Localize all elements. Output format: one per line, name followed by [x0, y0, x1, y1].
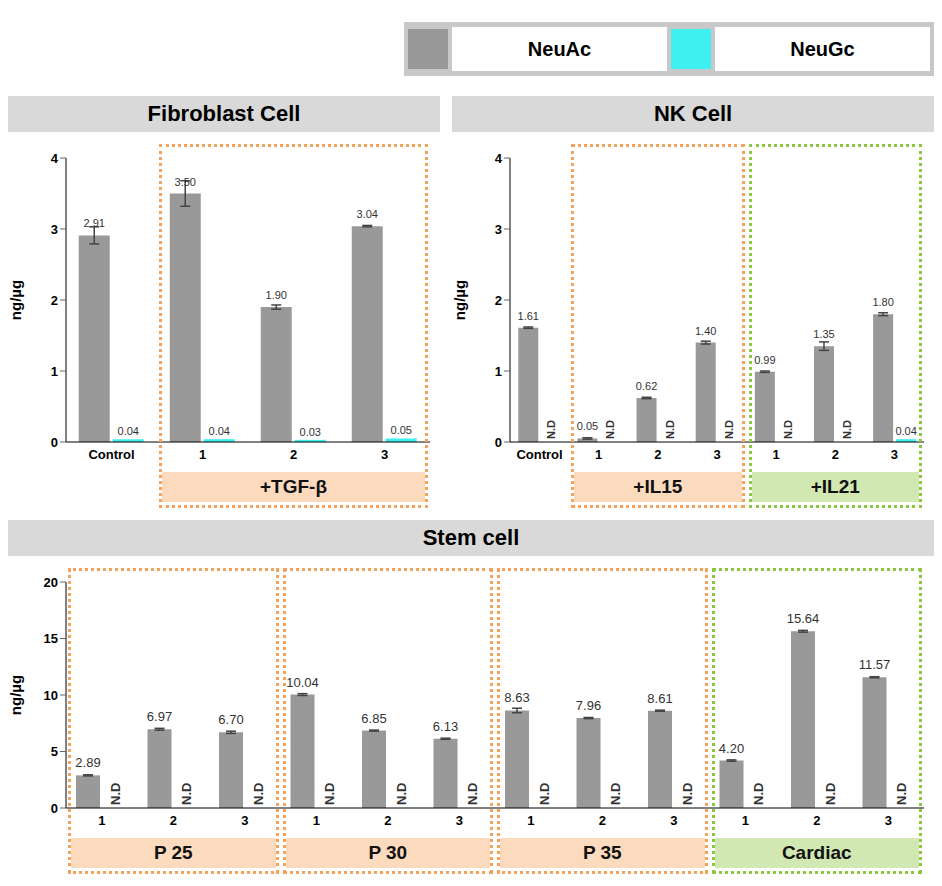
- svg-text:6.13: 6.13: [433, 719, 458, 734]
- svg-text:6.85: 6.85: [361, 711, 386, 726]
- svg-text:15.64: 15.64: [787, 611, 820, 626]
- svg-text:15: 15: [44, 631, 58, 646]
- svg-text:3: 3: [891, 447, 898, 462]
- svg-text:1.80: 1.80: [872, 296, 893, 308]
- svg-text:6.97: 6.97: [147, 709, 172, 724]
- svg-text:2: 2: [832, 447, 839, 462]
- svg-text:N.D: N.D: [251, 783, 266, 805]
- svg-text:2: 2: [599, 813, 606, 828]
- svg-text:1.40: 1.40: [695, 325, 716, 337]
- svg-text:3: 3: [713, 447, 720, 462]
- svg-text:5: 5: [51, 744, 58, 759]
- svg-text:7.96: 7.96: [576, 698, 601, 713]
- svg-text:N.D: N.D: [108, 783, 123, 805]
- svg-text:8.61: 8.61: [647, 691, 672, 706]
- svg-text:2.91: 2.91: [84, 217, 105, 229]
- svg-text:Control: Control: [88, 447, 134, 462]
- svg-text:N.D: N.D: [537, 783, 552, 805]
- svg-text:3.50: 3.50: [175, 176, 196, 188]
- svg-text:2: 2: [495, 293, 502, 308]
- svg-text:N.D: N.D: [604, 420, 616, 439]
- svg-text:3: 3: [670, 813, 677, 828]
- svg-text:3: 3: [241, 813, 248, 828]
- svg-text:1: 1: [313, 813, 320, 828]
- html-text:P 25: P 25: [153, 842, 193, 863]
- svg-text:N.D: N.D: [322, 783, 337, 805]
- svg-text:N.D: N.D: [823, 783, 838, 805]
- svg-text:4: 4: [495, 151, 503, 166]
- svg-text:2: 2: [51, 293, 58, 308]
- svg-text:6.70: 6.70: [218, 712, 243, 727]
- svg-text:N.D: N.D: [465, 783, 480, 805]
- html-text:NeuGc: NeuGc: [790, 37, 855, 60]
- svg-text:2: 2: [170, 813, 177, 828]
- svg-text:ng/µg: ng/µg: [452, 280, 468, 320]
- svg-text:Control: Control: [516, 447, 562, 462]
- svg-text:1: 1: [98, 813, 105, 828]
- html-text:NeuAc: NeuAc: [527, 37, 592, 60]
- svg-text:ng/µg: ng/µg: [8, 280, 24, 320]
- svg-text:0: 0: [495, 435, 502, 450]
- svg-text:N.D: N.D: [608, 783, 623, 805]
- svg-text:20: 20: [44, 575, 58, 590]
- svg-text:N.D: N.D: [179, 783, 194, 805]
- svg-text:ng/µg: ng/µg: [8, 675, 24, 715]
- svg-text:0.05: 0.05: [391, 424, 412, 436]
- svg-text:3: 3: [381, 447, 388, 462]
- svg-text:0.03: 0.03: [300, 426, 321, 438]
- svg-text:0: 0: [51, 435, 58, 450]
- svg-text:0.05: 0.05: [577, 420, 598, 432]
- html-text:NK Cell: NK Cell: [653, 101, 733, 126]
- svg-text:3.04: 3.04: [357, 208, 378, 220]
- svg-text:8.63: 8.63: [504, 690, 529, 705]
- html-text:Fibroblast Cell: Fibroblast Cell: [147, 101, 301, 126]
- svg-text:0.04: 0.04: [895, 425, 916, 437]
- svg-text:N.D: N.D: [664, 420, 676, 439]
- html-text:P 30: P 30: [368, 842, 408, 863]
- html-text:P 35: P 35: [582, 842, 622, 863]
- svg-text:1: 1: [527, 813, 534, 828]
- svg-text:4: 4: [51, 151, 59, 166]
- svg-text:N.D: N.D: [751, 783, 766, 805]
- svg-text:0.62: 0.62: [636, 380, 657, 392]
- svg-text:1: 1: [595, 447, 602, 462]
- svg-text:10: 10: [44, 688, 58, 703]
- svg-text:1: 1: [742, 813, 749, 828]
- svg-text:10.04: 10.04: [286, 675, 319, 690]
- svg-text:4.20: 4.20: [719, 741, 744, 756]
- html-text:+IL15: +IL15: [633, 476, 683, 497]
- svg-text:N.D: N.D: [894, 783, 909, 805]
- svg-text:1: 1: [495, 364, 502, 379]
- svg-text:3: 3: [456, 813, 463, 828]
- svg-text:N.D: N.D: [394, 783, 409, 805]
- svg-text:1: 1: [199, 447, 206, 462]
- svg-text:3: 3: [495, 222, 502, 237]
- svg-text:0.04: 0.04: [209, 425, 230, 437]
- svg-text:N.D: N.D: [545, 420, 557, 439]
- html-text:+TGF-β: +TGF-β: [260, 476, 327, 497]
- svg-text:N.D: N.D: [782, 420, 794, 439]
- svg-text:N.D: N.D: [841, 420, 853, 439]
- svg-text:0.99: 0.99: [754, 354, 775, 366]
- svg-text:2: 2: [813, 813, 820, 828]
- svg-text:3: 3: [885, 813, 892, 828]
- html-text:Cardiac: Cardiac: [781, 842, 852, 863]
- svg-text:1: 1: [773, 447, 780, 462]
- html-text:+IL21: +IL21: [810, 476, 860, 497]
- svg-text:1.35: 1.35: [813, 328, 834, 340]
- svg-text:0.04: 0.04: [118, 425, 139, 437]
- svg-text:1.90: 1.90: [266, 289, 287, 301]
- svg-text:3: 3: [51, 222, 58, 237]
- svg-text:2: 2: [290, 447, 297, 462]
- svg-text:2: 2: [654, 447, 661, 462]
- svg-text:1: 1: [51, 364, 58, 379]
- svg-text:2: 2: [384, 813, 391, 828]
- html-text:Stem cell: Stem cell: [422, 525, 520, 550]
- svg-text:N.D: N.D: [680, 783, 695, 805]
- svg-text:0: 0: [51, 801, 58, 816]
- svg-text:1.61: 1.61: [518, 310, 539, 322]
- svg-text:2.89: 2.89: [75, 755, 100, 770]
- svg-text:N.D: N.D: [723, 420, 735, 439]
- svg-text:11.57: 11.57: [859, 657, 891, 672]
